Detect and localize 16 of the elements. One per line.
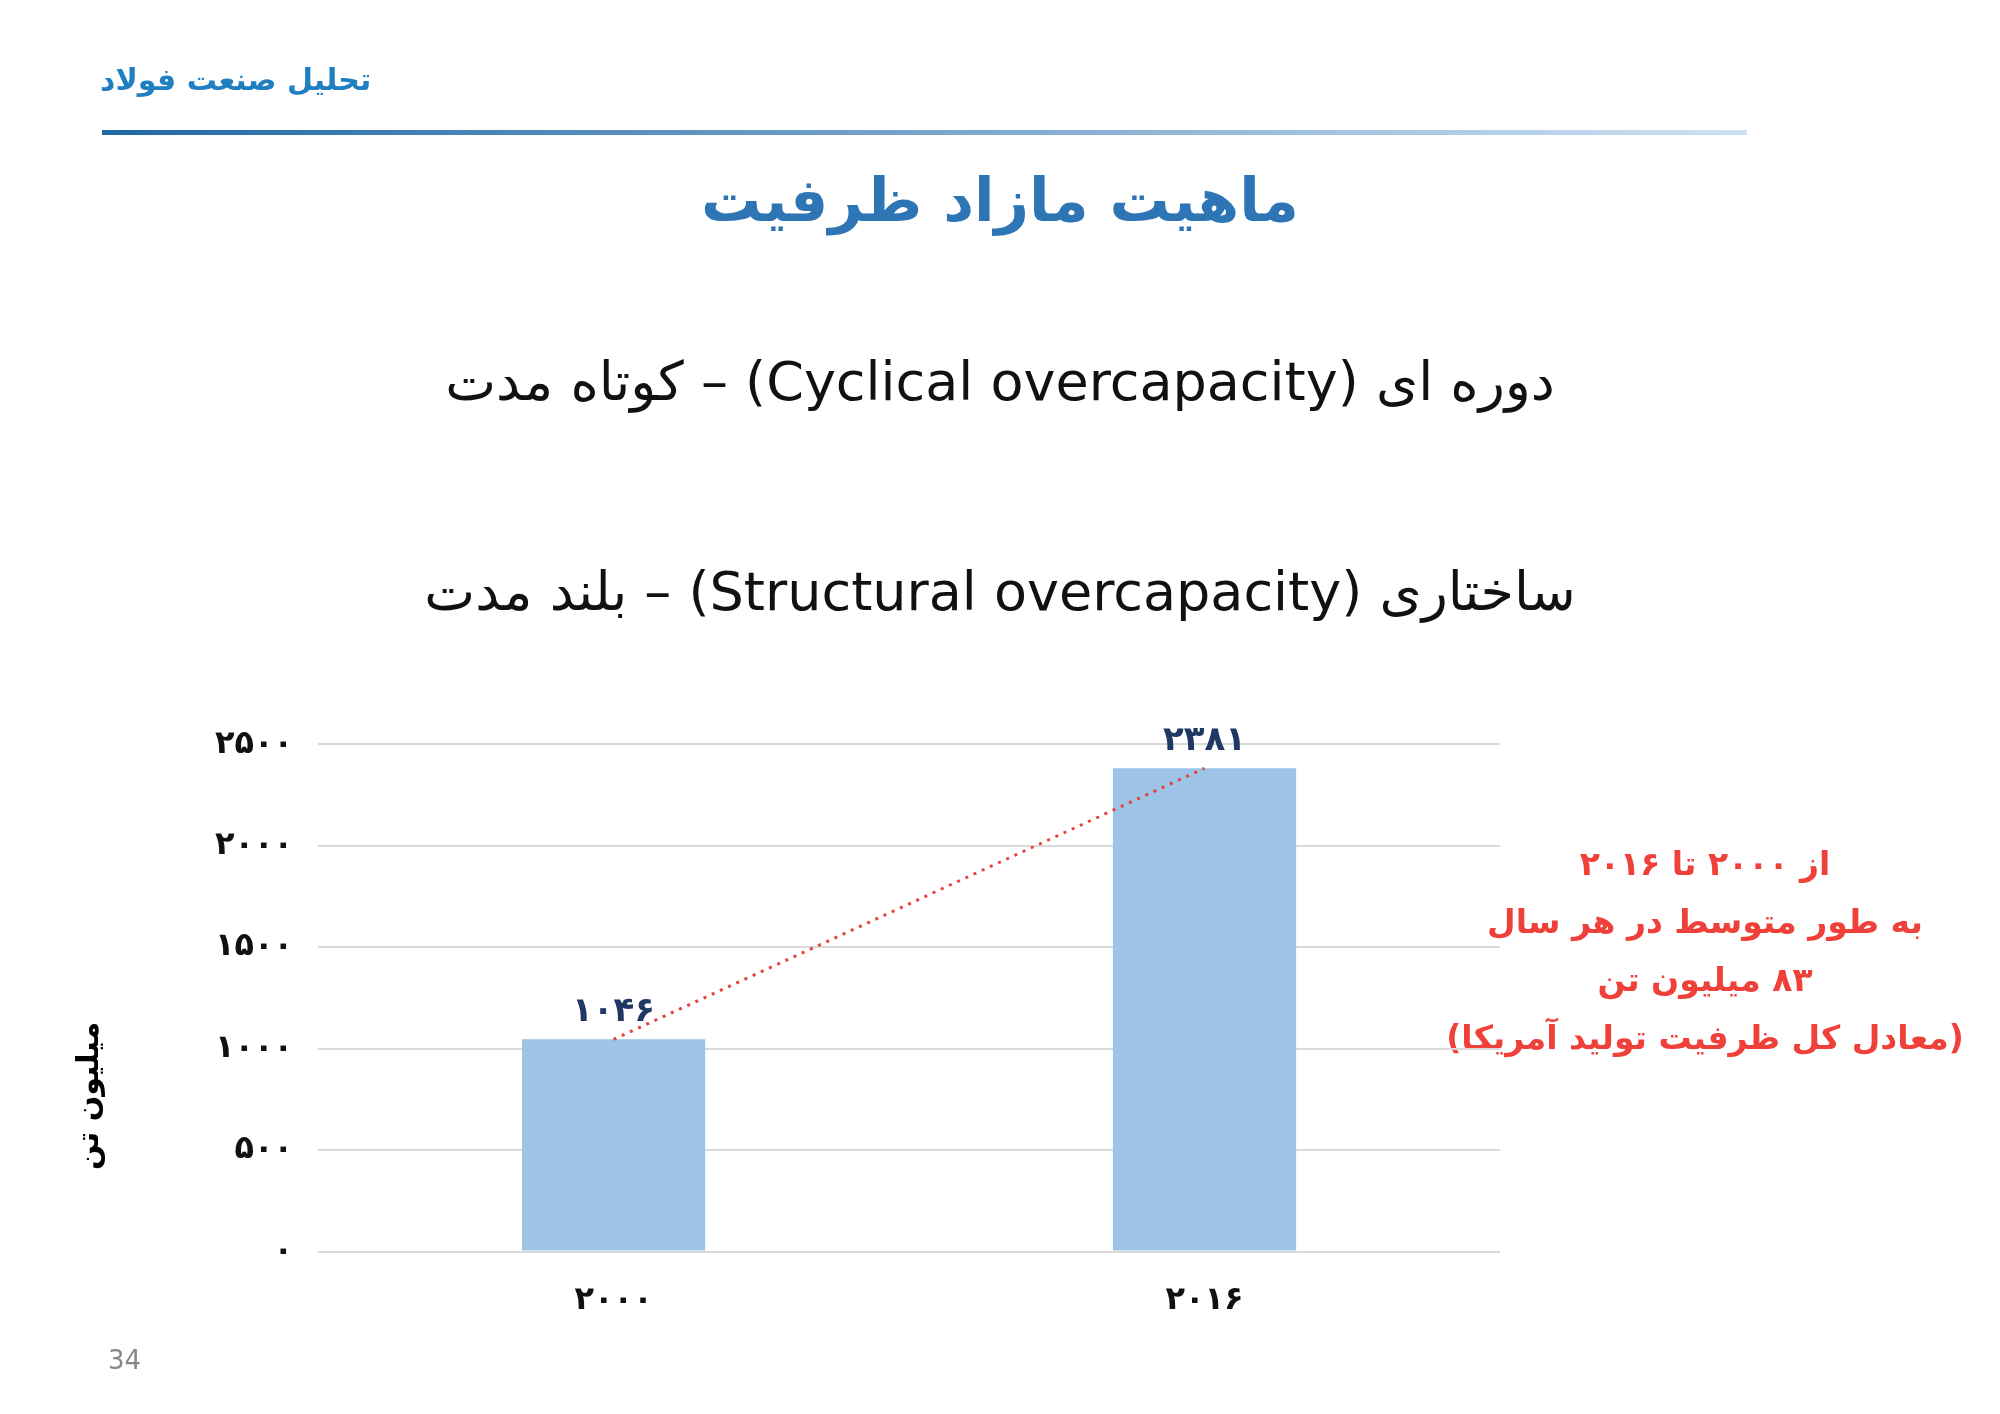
data-label: ۱۰۴۶ bbox=[572, 989, 656, 1030]
y-axis-title: میلیون تن bbox=[70, 1021, 105, 1170]
y-tick-label: ۲۵۰۰ bbox=[215, 722, 294, 761]
chart-subtitle: دوره ای (Cyclical overcapacity) – کوتاه مدت bbox=[444, 350, 1556, 413]
y-tick-label: ۵۰۰ bbox=[234, 1128, 294, 1167]
x-tick-label: ۲۰۱۶ bbox=[1165, 1279, 1244, 1318]
text: تحلیل صنعت فولاد bbox=[100, 62, 372, 97]
y-tick-label: ۲۰۰۰ bbox=[215, 823, 294, 862]
y-tick-label: ۱۰۰۰ bbox=[215, 1026, 294, 1065]
chart-title: ماهیت مازاد ظرفیت bbox=[700, 165, 1300, 235]
y-tick-label: ۱۵۰۰ bbox=[215, 925, 294, 964]
annotation: از ۲۰۰۰ تا ۲۰۱۶ به طور متوسط در هر سال ۸۳ میلیون تن (معادل کل ظرفیت تولید آمریکا) bbox=[1445, 843, 1965, 1060]
y-tick-label: ۰ bbox=[273, 1229, 294, 1268]
text: ساختاری (Structural overcapacity) – بلند مدت bbox=[423, 560, 1577, 623]
data-label: ۲۳۸۱ bbox=[1163, 718, 1247, 759]
text: 34 bbox=[108, 1345, 142, 1375]
